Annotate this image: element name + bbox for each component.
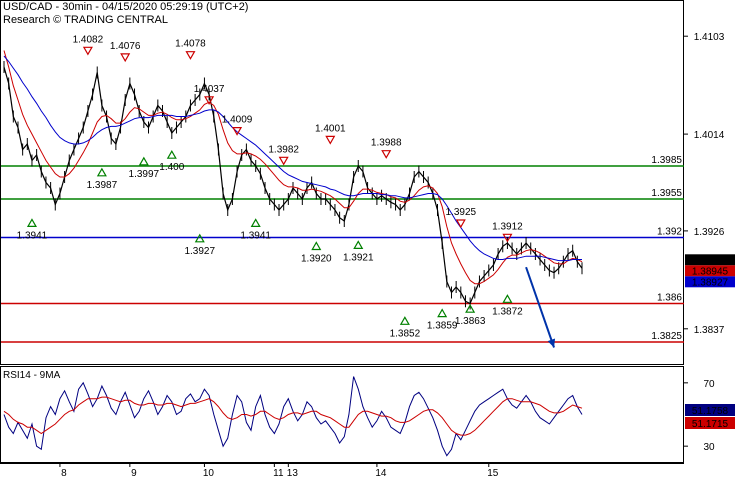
x-tick-label: 11 [273,468,284,479]
swing-high-marker [502,233,513,243]
swing-low-label: 1.3859 [427,321,458,332]
rsi-y-tick-label: 70 [703,379,715,390]
swing-high-label: 1.4078 [175,39,206,50]
y-tick-label: 1.3837 [694,325,725,336]
swing-low-marker [194,233,205,243]
current-value-box [685,265,735,277]
current-value-label: 1.38975 [692,255,729,266]
swing-low-marker [465,303,476,313]
rsi-current-value-box [685,404,735,416]
level-label: 1.386 [657,293,682,304]
x-tick-label: 8 [61,468,67,479]
projection-line [525,266,555,348]
series-rsi [3,376,583,457]
swing-low-label: 1.3927 [184,246,215,257]
rsi-panel-label: RSI14 - 9MA [3,370,61,381]
swing-low-marker [166,149,177,159]
swing-high-label: 1.3925 [446,207,477,218]
series-moving-average-fast [3,50,583,285]
series-rsi-ma [3,396,583,436]
swing-high-label: 1.3912 [492,221,523,232]
swing-high-marker [232,127,243,136]
swing-low-marker [311,241,322,251]
swing-low-marker [96,167,107,177]
swing-low-marker [250,218,261,227]
swing-low-marker [26,218,38,227]
level-label: 1.3825 [651,331,682,342]
swing-high-marker [278,156,289,166]
rsi-current-value-label: 51.1715 [692,419,729,430]
x-tick-label: 15 [487,468,499,479]
series-moving-average-slow [3,55,582,262]
projection-arrowhead [547,338,556,348]
swing-low-marker [353,240,364,249]
swing-low-marker [502,294,513,303]
swing-high-marker [82,46,93,56]
swing-high-label: 1.4076 [110,41,141,52]
x-tick-label: 13 [287,468,299,479]
current-value-box [685,276,735,288]
swing-low-label: 1.3941 [17,230,48,241]
swing-low-label: 1.3852 [390,328,421,339]
swing-high-marker [204,96,215,106]
rsi-current-value-box [685,417,735,429]
x-tick-label: 14 [375,468,387,479]
swing-low-label: 1.3941 [240,230,271,241]
swing-low-label: 1.3863 [455,316,486,327]
rsi-current-value-label: 51.1758 [692,406,729,417]
main-panel-frame [0,0,684,365]
markers-layer: 1.4082 1.4076 1.4078 1.4037 1.4009 1.3982 1.40… [17,34,556,348]
chart-title: USD/CAD - 30min - 04/15/2020 05:29:19 (U… [3,1,249,13]
swing-low-marker [138,156,149,166]
rsi-layer: 70 30 51.1758 51.1715 [3,376,735,457]
rsi-panel-frame [0,366,684,463]
swing-high-label: 1.3988 [371,138,402,149]
y-tick-label: 1.4014 [694,130,725,141]
swing-high-label: 1.3982 [268,144,299,155]
current-value-label: 1.38927 [692,277,729,288]
swing-low-marker [399,316,410,325]
swing-high-label: 1.4037 [194,84,225,95]
level-label: 1.3955 [651,188,682,199]
axis-layer: 1.41031.40141.39261.38371.389751.389451.… [59,32,735,479]
swing-high-marker [325,135,336,145]
swing-high-marker [120,53,131,63]
rsi-y-tick-label: 30 [703,442,715,453]
level-label: 1.3985 [651,155,682,166]
y-tick-label: 1.4103 [694,32,725,43]
swing-high-label: 1.4009 [222,115,253,126]
x-tick-label: 9 [131,468,137,479]
swing-low-label: 1.400 [159,162,184,173]
swing-high-label: 1.4001 [315,123,346,134]
y-tick-label: 1.3926 [694,227,725,238]
swing-low-label: 1.3987 [87,180,118,191]
swing-low-label: 1.3872 [492,306,523,317]
levels-layer: 1.3985 1.3955 1.392 1.386 1.3825 [1,155,684,343]
swing-low-label: 1.3921 [343,252,374,263]
swing-high-marker [185,51,196,60]
swing-low-marker [437,308,448,318]
x-tick-label: 10 [203,468,215,479]
current-value-box [685,254,735,266]
swing-low-label: 1.3920 [301,254,332,265]
chart-source: Research © TRADING CENTRAL [3,14,168,26]
swing-high-marker [381,150,392,159]
swing-high-label: 1.4082 [73,34,104,45]
series-layer [3,50,583,310]
swing-low-label: 1.3997 [129,169,160,180]
swing-high-marker [455,219,466,229]
level-label: 1.392 [657,227,682,238]
current-value-label: 1.38945 [692,266,729,277]
